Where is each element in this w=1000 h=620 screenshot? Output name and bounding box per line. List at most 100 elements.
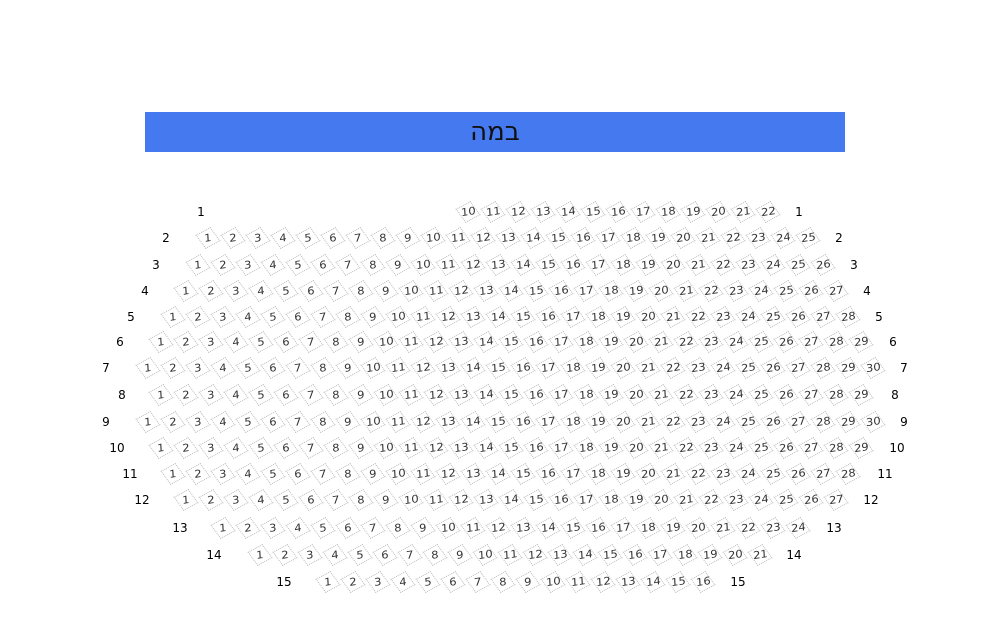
seat[interactable]: 16 [585,517,611,539]
seat[interactable]: 7 [335,254,361,276]
seat[interactable]: 12 [423,384,449,406]
seat[interactable]: 5 [248,384,274,406]
seat[interactable]: 7 [360,517,386,539]
seat[interactable]: 11 [385,411,411,433]
seat[interactable]: 27 [798,384,824,406]
seat[interactable]: 7 [298,384,324,406]
seat[interactable]: 16 [605,201,631,223]
seat[interactable]: 27 [798,331,824,353]
seat[interactable]: 8 [323,331,349,353]
seat[interactable]: 15 [597,544,623,566]
seat[interactable]: 17 [560,463,586,485]
seat[interactable]: 9 [348,331,374,353]
seat[interactable]: 27 [823,489,849,511]
seat[interactable]: 14 [520,227,546,249]
seat[interactable]: 7 [298,331,324,353]
seat[interactable]: 18 [598,489,624,511]
seat[interactable]: 1 [195,227,221,249]
seat[interactable]: 3 [245,227,271,249]
seat[interactable]: 18 [560,357,586,379]
seat[interactable]: 11 [423,280,449,302]
seat[interactable]: 2 [173,384,199,406]
seat[interactable]: 14 [572,544,598,566]
seat[interactable]: 15 [523,489,549,511]
seat[interactable]: 3 [198,331,224,353]
seat[interactable]: 20 [610,411,636,433]
seat[interactable]: 12 [423,437,449,459]
seat[interactable]: 6 [285,463,311,485]
seat[interactable]: 17 [535,411,561,433]
seat[interactable]: 7 [298,437,324,459]
seat[interactable]: 25 [785,254,811,276]
seat[interactable]: 17 [595,227,621,249]
seat[interactable]: 24 [748,280,774,302]
seat[interactable]: 18 [610,254,636,276]
seat[interactable]: 4 [248,280,274,302]
seat[interactable]: 14 [460,411,486,433]
seat[interactable]: 13 [435,411,461,433]
seat[interactable]: 1 [247,544,273,566]
seat[interactable]: 13 [495,227,521,249]
seat[interactable]: 6 [335,517,361,539]
seat[interactable]: 12 [410,357,436,379]
seat[interactable]: 12 [410,411,436,433]
seat[interactable]: 22 [673,384,699,406]
seat[interactable]: 26 [773,331,799,353]
seat[interactable]: 1 [135,411,161,433]
seat[interactable]: 13 [448,384,474,406]
seat[interactable]: 28 [810,411,836,433]
seat[interactable]: 6 [320,227,346,249]
seat[interactable]: 8 [323,437,349,459]
seat[interactable]: 30 [860,357,886,379]
seat[interactable]: 3 [210,463,236,485]
seat[interactable]: 3 [210,306,236,328]
seat[interactable]: 17 [573,489,599,511]
seat[interactable]: 22 [673,331,699,353]
seat[interactable]: 19 [623,280,649,302]
seat[interactable]: 26 [798,280,824,302]
seat[interactable]: 10 [435,517,461,539]
seat[interactable]: 21 [673,489,699,511]
seat[interactable]: 17 [610,517,636,539]
seat[interactable]: 27 [798,437,824,459]
seat[interactable]: 16 [570,227,596,249]
seat[interactable]: 19 [585,357,611,379]
seat[interactable]: 7 [397,544,423,566]
seat[interactable]: 23 [698,384,724,406]
seat[interactable]: 25 [760,463,786,485]
seat[interactable]: 10 [410,254,436,276]
seat[interactable]: 29 [835,357,861,379]
seat[interactable]: 12 [448,280,474,302]
seat[interactable]: 1 [148,437,174,459]
seat[interactable]: 8 [385,517,411,539]
seat[interactable]: 21 [747,544,773,566]
seat[interactable]: 18 [672,544,698,566]
seat[interactable]: 7 [285,357,311,379]
seat[interactable]: 12 [590,571,616,593]
seat[interactable]: 13 [460,306,486,328]
seat[interactable]: 8 [310,357,336,379]
seat[interactable]: 11 [410,463,436,485]
seat[interactable]: 10 [373,331,399,353]
seat[interactable]: 22 [685,306,711,328]
seat[interactable]: 9 [373,489,399,511]
seat[interactable]: 22 [660,411,686,433]
seat[interactable]: 20 [648,280,674,302]
seat[interactable]: 25 [773,489,799,511]
seat[interactable]: 11 [480,201,506,223]
seat[interactable]: 2 [160,357,186,379]
seat[interactable]: 27 [810,463,836,485]
seat[interactable]: 22 [735,517,761,539]
seat[interactable]: 5 [260,463,286,485]
seat[interactable]: 13 [448,331,474,353]
seat[interactable]: 2 [340,571,366,593]
seat[interactable]: 20 [660,254,686,276]
seat[interactable]: 21 [685,254,711,276]
seat[interactable]: 16 [548,489,574,511]
seat[interactable]: 15 [523,280,549,302]
seat[interactable]: 16 [523,384,549,406]
seat[interactable]: 8 [422,544,448,566]
seat[interactable]: 15 [665,571,691,593]
seat[interactable]: 1 [210,517,236,539]
seat[interactable]: 7 [285,411,311,433]
